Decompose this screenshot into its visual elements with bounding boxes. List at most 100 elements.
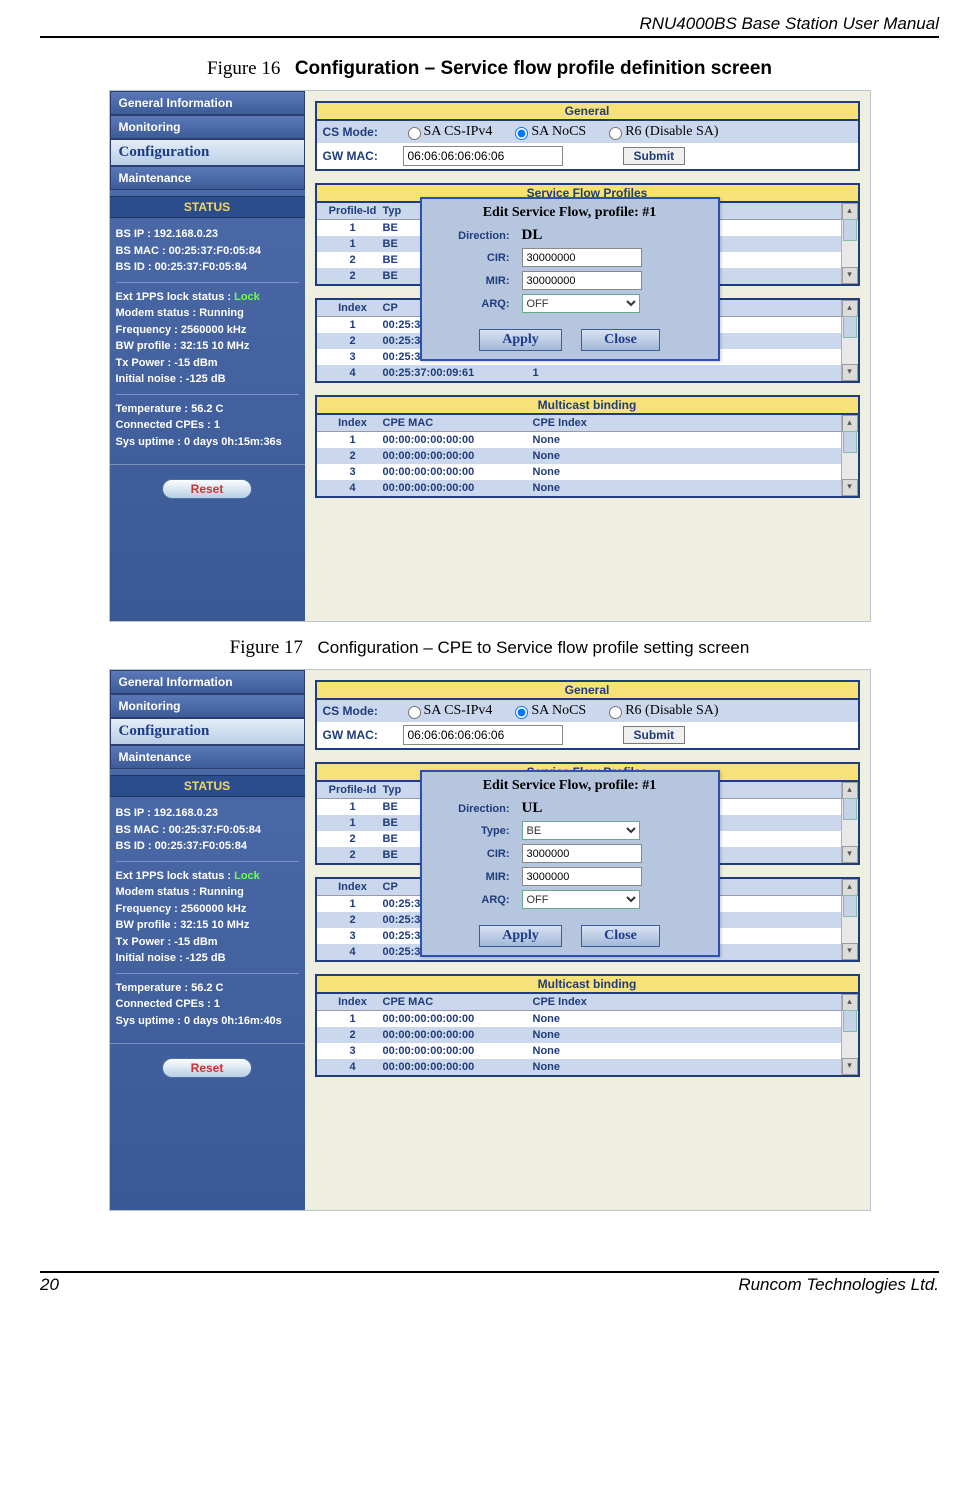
sfp-row[interactable]: 2	[323, 254, 383, 266]
nav-general-info[interactable]: General Information	[110, 91, 305, 115]
cpe-row[interactable]: 1	[323, 319, 383, 331]
mcast-col-mac: CPE MAC	[383, 996, 533, 1008]
page-number: 20	[40, 1275, 59, 1295]
sidebar: General Information Monitoring Configura…	[110, 91, 305, 621]
edit-service-flow-modal: Edit Service Flow, profile: #1 Direction…	[420, 770, 720, 957]
mcast-row[interactable]: 2	[323, 450, 383, 462]
sfp-row[interactable]: 1	[323, 817, 383, 829]
general-title: General	[317, 103, 858, 121]
cir-input[interactable]	[522, 248, 642, 267]
screenshot-fig16: General Information Monitoring Configura…	[109, 90, 871, 622]
cpe-row[interactable]: 2	[323, 914, 383, 926]
scroll-down-icon[interactable]: ▾	[842, 479, 858, 496]
radio-sa-cs-ipv4[interactable]: SA CS-IPv4	[403, 124, 493, 140]
scrollbar[interactable]: ▴▾	[841, 879, 858, 960]
mir-label: MIR:	[430, 275, 522, 287]
mcast-row[interactable]: 3	[323, 1045, 383, 1057]
mcast-row[interactable]: 4	[323, 482, 383, 494]
reset-button[interactable]: Reset	[162, 479, 253, 499]
scroll-up-icon[interactable]: ▴	[842, 782, 858, 799]
gw-mac-input[interactable]	[403, 725, 563, 745]
nav-monitoring[interactable]: Monitoring	[110, 694, 305, 718]
bs-mac: BS MAC : 00:25:37:F0:05:84	[116, 243, 299, 260]
mcast-row[interactable]: 2	[323, 1029, 383, 1041]
arq-label: ARQ:	[430, 894, 522, 906]
sfp-row[interactable]: 1	[323, 801, 383, 813]
scroll-up-icon[interactable]: ▴	[842, 994, 858, 1011]
bw-profile: BW profile : 32:15 10 MHz	[116, 917, 299, 934]
submit-button[interactable]: Submit	[623, 147, 686, 165]
radio-r6[interactable]: R6 (Disable SA)	[604, 124, 718, 140]
sfp-row[interactable]: 1	[323, 222, 383, 234]
cpe-row[interactable]: 1	[323, 898, 383, 910]
cpe-row[interactable]: 3	[323, 930, 383, 942]
scroll-down-icon[interactable]: ▾	[842, 267, 858, 284]
radio-r6[interactable]: R6 (Disable SA)	[604, 703, 718, 719]
mcast-title: Multicast binding	[317, 976, 858, 994]
nav-monitoring[interactable]: Monitoring	[110, 115, 305, 139]
screenshot-fig17: General Information Monitoring Configura…	[109, 669, 871, 1211]
nav-maintenance[interactable]: Maintenance	[110, 166, 305, 190]
apply-button[interactable]: Apply	[479, 329, 562, 351]
sfp-row[interactable]: 2	[323, 270, 383, 282]
submit-button[interactable]: Submit	[623, 726, 686, 744]
arq-select[interactable]: OFF	[522, 294, 640, 313]
scroll-up-icon[interactable]: ▴	[842, 203, 858, 220]
cpe-col-index: Index	[323, 302, 383, 314]
radio-sa-nocs[interactable]: SA NoCS	[510, 124, 586, 140]
cs-mode-label: CS Mode:	[323, 125, 403, 139]
sfp-row[interactable]: 1	[323, 238, 383, 250]
edit-service-flow-modal: Edit Service Flow, profile: #1 Direction…	[420, 197, 720, 361]
scroll-down-icon[interactable]: ▾	[842, 1058, 858, 1075]
scroll-down-icon[interactable]: ▾	[842, 846, 858, 863]
frequency: Frequency : 2560000 kHz	[116, 322, 299, 339]
modem-status: Modem status : Running	[116, 884, 299, 901]
type-select[interactable]: BE	[522, 821, 640, 840]
cpe-row[interactable]: 2	[323, 335, 383, 347]
general-title: General	[317, 682, 858, 700]
scroll-up-icon[interactable]: ▴	[842, 415, 858, 432]
scroll-up-icon[interactable]: ▴	[842, 300, 858, 317]
scrollbar[interactable]: ▴▾	[841, 415, 858, 496]
reset-button[interactable]: Reset	[162, 1058, 253, 1078]
apply-button[interactable]: Apply	[479, 925, 562, 947]
type-label: Type:	[430, 825, 522, 837]
main-panel: General CS Mode: SA CS-IPv4 SA NoCS R6 (…	[305, 670, 870, 1210]
sfp-row[interactable]: 2	[323, 833, 383, 845]
close-button[interactable]: Close	[581, 925, 660, 947]
tx-power: Tx Power : -15 dBm	[116, 934, 299, 951]
fig16-label: Figure 16	[207, 58, 280, 79]
scrollbar[interactable]: ▴▾	[841, 203, 858, 284]
nav-general-info[interactable]: General Information	[110, 670, 305, 694]
radio-sa-cs-ipv4[interactable]: SA CS-IPv4	[403, 703, 493, 719]
sfp-row[interactable]: 2	[323, 849, 383, 861]
mcast-row[interactable]: 1	[323, 1013, 383, 1025]
nav-maintenance[interactable]: Maintenance	[110, 745, 305, 769]
nav-configuration[interactable]: Configuration	[110, 139, 305, 166]
modem-status: Modem status : Running	[116, 305, 299, 322]
mir-input[interactable]	[522, 271, 642, 290]
mcast-row[interactable]: 4	[323, 1061, 383, 1073]
radio-sa-nocs[interactable]: SA NoCS	[510, 703, 586, 719]
scroll-up-icon[interactable]: ▴	[842, 879, 858, 896]
cpe-row[interactable]: 4	[323, 367, 383, 379]
scroll-down-icon[interactable]: ▾	[842, 943, 858, 960]
arq-select[interactable]: OFF	[522, 890, 640, 909]
cir-input[interactable]	[522, 844, 642, 863]
scroll-down-icon[interactable]: ▾	[842, 364, 858, 381]
cpe-row[interactable]: 4	[323, 946, 383, 958]
temperature: Temperature : 56.2 C	[116, 980, 299, 997]
fig17-label: Figure 17	[230, 637, 303, 658]
scrollbar[interactable]: ▴▾	[841, 782, 858, 863]
nav-configuration[interactable]: Configuration	[110, 718, 305, 745]
mcast-col-cpeindex: CPE Index	[533, 996, 633, 1008]
mcast-row[interactable]: 1	[323, 434, 383, 446]
gw-mac-label: GW MAC:	[323, 728, 403, 742]
mcast-row[interactable]: 3	[323, 466, 383, 478]
close-button[interactable]: Close	[581, 329, 660, 351]
mir-input[interactable]	[522, 867, 642, 886]
cpe-row[interactable]: 3	[323, 351, 383, 363]
gw-mac-input[interactable]	[403, 146, 563, 166]
scrollbar[interactable]: ▴▾	[841, 994, 858, 1075]
scrollbar[interactable]: ▴▾	[841, 300, 858, 381]
